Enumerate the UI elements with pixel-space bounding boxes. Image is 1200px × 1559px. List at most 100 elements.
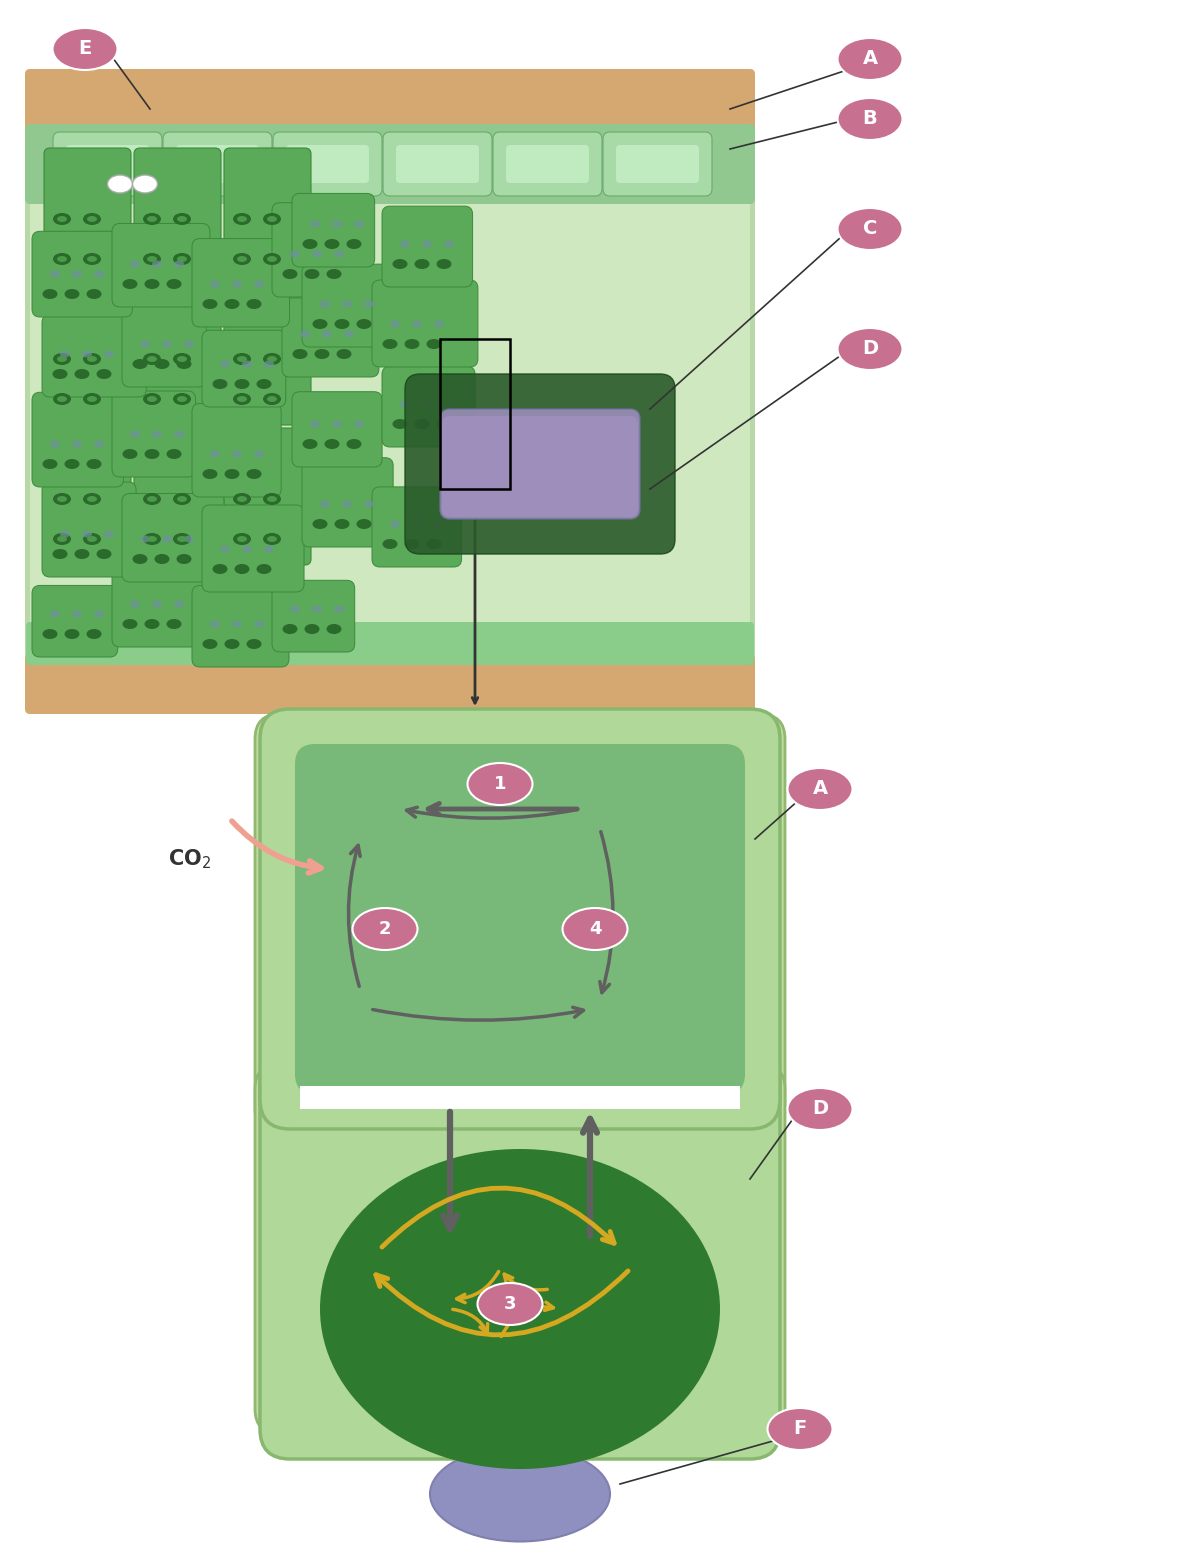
Ellipse shape xyxy=(53,549,67,560)
Ellipse shape xyxy=(86,288,102,299)
Ellipse shape xyxy=(312,519,328,529)
Ellipse shape xyxy=(58,217,67,221)
Ellipse shape xyxy=(312,320,328,329)
FancyBboxPatch shape xyxy=(254,1063,785,1434)
Bar xyxy=(440,338,510,490)
Ellipse shape xyxy=(82,530,92,538)
FancyBboxPatch shape xyxy=(44,429,131,564)
Ellipse shape xyxy=(768,1408,833,1450)
Ellipse shape xyxy=(412,321,422,327)
Bar xyxy=(300,1087,740,1094)
Text: E: E xyxy=(78,39,91,59)
FancyBboxPatch shape xyxy=(295,744,745,1094)
Ellipse shape xyxy=(293,349,307,359)
Ellipse shape xyxy=(104,530,114,538)
Ellipse shape xyxy=(148,496,157,502)
Ellipse shape xyxy=(83,352,101,365)
Ellipse shape xyxy=(344,331,354,337)
Ellipse shape xyxy=(53,533,71,546)
FancyBboxPatch shape xyxy=(44,148,131,285)
Ellipse shape xyxy=(356,519,372,529)
Ellipse shape xyxy=(144,619,160,628)
Ellipse shape xyxy=(65,458,79,469)
Ellipse shape xyxy=(232,620,242,628)
Ellipse shape xyxy=(444,401,454,407)
Ellipse shape xyxy=(353,907,418,949)
Ellipse shape xyxy=(356,320,372,329)
FancyBboxPatch shape xyxy=(32,393,113,486)
Ellipse shape xyxy=(130,600,140,608)
Ellipse shape xyxy=(94,271,104,278)
Ellipse shape xyxy=(88,396,97,402)
Ellipse shape xyxy=(282,624,298,635)
Ellipse shape xyxy=(336,349,352,359)
FancyBboxPatch shape xyxy=(254,714,785,1133)
Ellipse shape xyxy=(266,256,277,262)
FancyBboxPatch shape xyxy=(202,332,289,407)
Ellipse shape xyxy=(60,530,70,538)
Ellipse shape xyxy=(203,469,217,479)
Ellipse shape xyxy=(132,175,157,193)
Ellipse shape xyxy=(434,321,444,327)
Ellipse shape xyxy=(53,253,71,265)
Ellipse shape xyxy=(322,331,332,337)
Ellipse shape xyxy=(53,493,71,505)
Ellipse shape xyxy=(88,217,97,221)
Ellipse shape xyxy=(143,393,161,405)
Ellipse shape xyxy=(58,256,67,262)
Ellipse shape xyxy=(184,535,194,543)
FancyArrowPatch shape xyxy=(407,808,577,818)
Ellipse shape xyxy=(257,564,271,574)
FancyBboxPatch shape xyxy=(42,304,128,398)
Ellipse shape xyxy=(130,260,140,268)
Ellipse shape xyxy=(263,352,281,365)
FancyArrowPatch shape xyxy=(502,1302,553,1336)
Ellipse shape xyxy=(347,239,361,249)
Ellipse shape xyxy=(162,535,172,543)
Ellipse shape xyxy=(167,279,181,288)
Ellipse shape xyxy=(53,214,71,224)
FancyBboxPatch shape xyxy=(372,271,464,366)
FancyBboxPatch shape xyxy=(134,148,221,285)
FancyBboxPatch shape xyxy=(42,485,137,577)
FancyBboxPatch shape xyxy=(272,201,360,298)
Text: B: B xyxy=(863,109,877,128)
Ellipse shape xyxy=(302,239,318,249)
Ellipse shape xyxy=(342,500,352,508)
Ellipse shape xyxy=(74,369,90,379)
Ellipse shape xyxy=(83,253,101,265)
Ellipse shape xyxy=(234,379,250,390)
Ellipse shape xyxy=(838,98,902,140)
Ellipse shape xyxy=(42,458,58,469)
Ellipse shape xyxy=(264,546,274,552)
Text: A: A xyxy=(812,780,828,798)
Text: 4: 4 xyxy=(589,920,601,939)
Ellipse shape xyxy=(310,421,320,427)
Ellipse shape xyxy=(422,401,432,407)
FancyArrowPatch shape xyxy=(504,1274,547,1289)
FancyBboxPatch shape xyxy=(112,220,205,307)
Ellipse shape xyxy=(88,256,97,262)
Ellipse shape xyxy=(414,419,430,429)
Ellipse shape xyxy=(178,396,187,402)
Ellipse shape xyxy=(83,214,101,224)
Ellipse shape xyxy=(390,521,400,527)
FancyBboxPatch shape xyxy=(192,580,274,667)
FancyArrowPatch shape xyxy=(382,1188,614,1247)
Ellipse shape xyxy=(335,519,349,529)
Ellipse shape xyxy=(122,279,138,288)
Ellipse shape xyxy=(246,639,262,649)
Ellipse shape xyxy=(320,500,330,508)
Ellipse shape xyxy=(148,217,157,221)
Ellipse shape xyxy=(266,536,277,543)
Ellipse shape xyxy=(42,288,58,299)
Ellipse shape xyxy=(203,299,217,309)
Ellipse shape xyxy=(332,421,342,427)
FancyBboxPatch shape xyxy=(383,133,492,196)
FancyBboxPatch shape xyxy=(32,223,128,316)
Text: 2: 2 xyxy=(379,920,391,939)
Ellipse shape xyxy=(212,564,228,574)
FancyBboxPatch shape xyxy=(224,288,311,426)
Ellipse shape xyxy=(254,620,264,628)
Ellipse shape xyxy=(94,441,104,447)
